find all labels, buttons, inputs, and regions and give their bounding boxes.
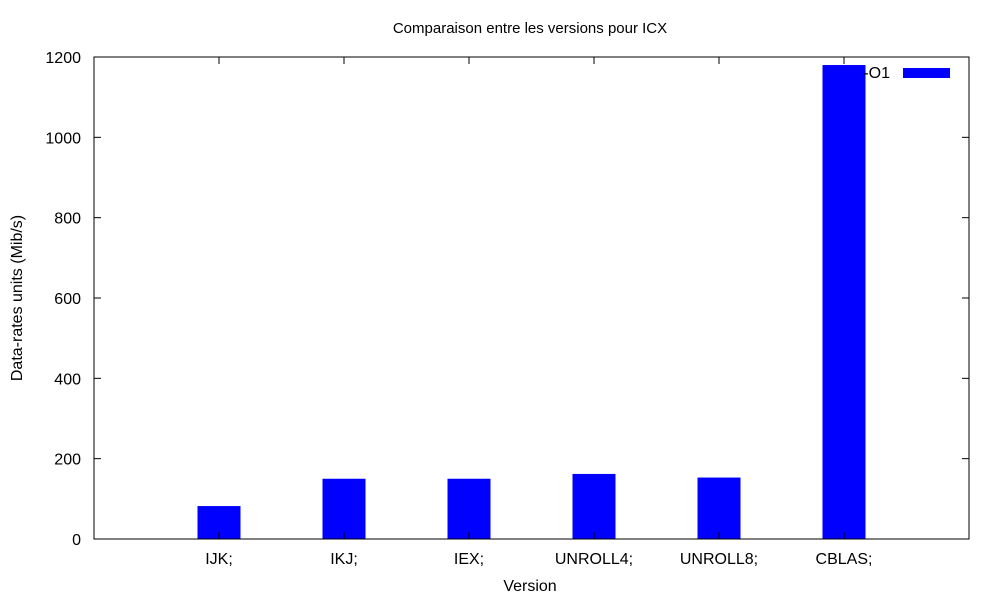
y-tick-label: 200	[54, 452, 81, 469]
bars-group	[197, 65, 866, 540]
y-tick-label: 600	[54, 291, 81, 308]
plot-frame	[93, 56, 970, 540]
bar	[447, 478, 491, 539]
legend-label: -O1	[863, 65, 890, 82]
bar	[822, 65, 866, 540]
y-tick-label: 0	[72, 532, 81, 549]
bar	[322, 478, 366, 539]
x-tick-label: UNROLL4;	[555, 551, 633, 568]
ticks-group: 0 200 400 600 800 1000 1200 IJK; IKJ; IEX; UNROLL4…	[45, 50, 969, 568]
y-axis-label: Data-rates units (Mib/s)	[9, 215, 26, 381]
x-tick-label: UNROLL8;	[680, 551, 758, 568]
x-axis-label: Version	[503, 578, 556, 595]
chart-title: Comparaison entre les versions pour ICX	[393, 20, 667, 37]
x-tick-label: CBLAS;	[816, 551, 873, 568]
x-tick-label: IEX;	[454, 551, 484, 568]
y-tick-label: 800	[54, 211, 81, 228]
x-tick-label: IKJ;	[330, 551, 358, 568]
y-tick-label: 1000	[45, 130, 81, 147]
legend-swatch	[903, 68, 950, 78]
x-tick-label: IJK;	[205, 551, 233, 568]
y-tick-label: 1200	[45, 50, 81, 67]
y-tick-label: 400	[54, 371, 81, 388]
legend: -O1	[863, 65, 950, 82]
bar	[572, 473, 616, 539]
bar	[697, 477, 741, 539]
